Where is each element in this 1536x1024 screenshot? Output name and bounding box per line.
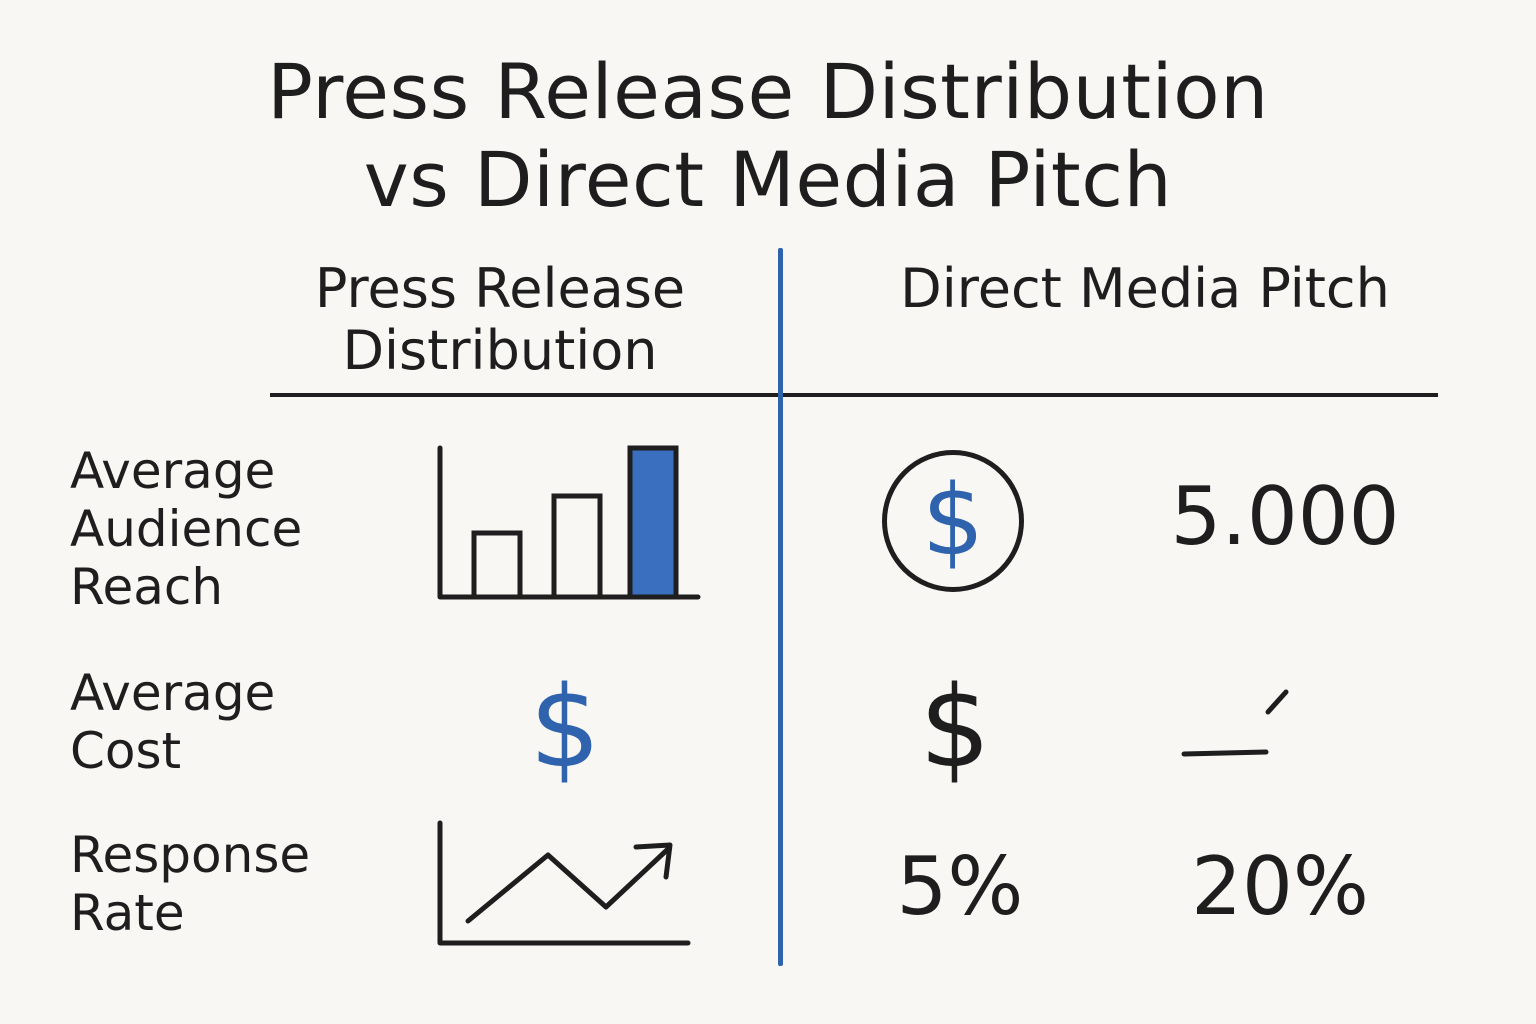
column-divider: [778, 248, 783, 966]
press-release-response-rate-value: 5%: [896, 840, 1024, 933]
dollar-circle-symbol: $: [921, 464, 985, 578]
dollar-circle-icon: $: [882, 450, 1024, 592]
row-label-average-cost-line-1: Average: [70, 664, 276, 722]
column-header-direct-pitch: Direct Media Pitch: [900, 257, 1390, 320]
row-label-audience-reach-line-3: Reach: [70, 558, 224, 616]
bar-chart-icon: [437, 445, 701, 600]
row-label-audience-reach: Average Audience Reach: [70, 442, 400, 616]
row-label-response-rate: Response Rate: [70, 826, 400, 942]
direct-pitch-response-rate-value: 20%: [1191, 840, 1369, 933]
check-mark-icon: [1181, 689, 1289, 757]
title-line-1: Press Release Distribution: [267, 47, 1269, 136]
row-label-average-cost: Average Cost: [70, 664, 400, 780]
row-label-audience-reach-line-2: Audience: [70, 500, 303, 558]
row-label-average-cost-line-2: Cost: [70, 722, 182, 780]
column-header-press-release-line-2: Distribution: [342, 319, 658, 382]
direct-pitch-audience-reach-value: 5.000: [1170, 470, 1400, 563]
title-line-2: vs Direct Media Pitch: [363, 135, 1173, 224]
direct-pitch-cost-dollar-icon: $: [919, 663, 991, 793]
header-divider: [270, 393, 1438, 397]
trend-arrow-icon: [437, 820, 691, 946]
row-label-response-rate-line-2: Rate: [70, 884, 185, 942]
row-label-response-rate-line-1: Response: [70, 826, 311, 884]
press-release-cost-dollar-icon: $: [529, 663, 601, 793]
column-header-press-release: Press Release Distribution: [290, 258, 710, 382]
row-label-audience-reach-line-1: Average: [70, 442, 276, 500]
column-header-press-release-line-1: Press Release: [314, 257, 686, 320]
